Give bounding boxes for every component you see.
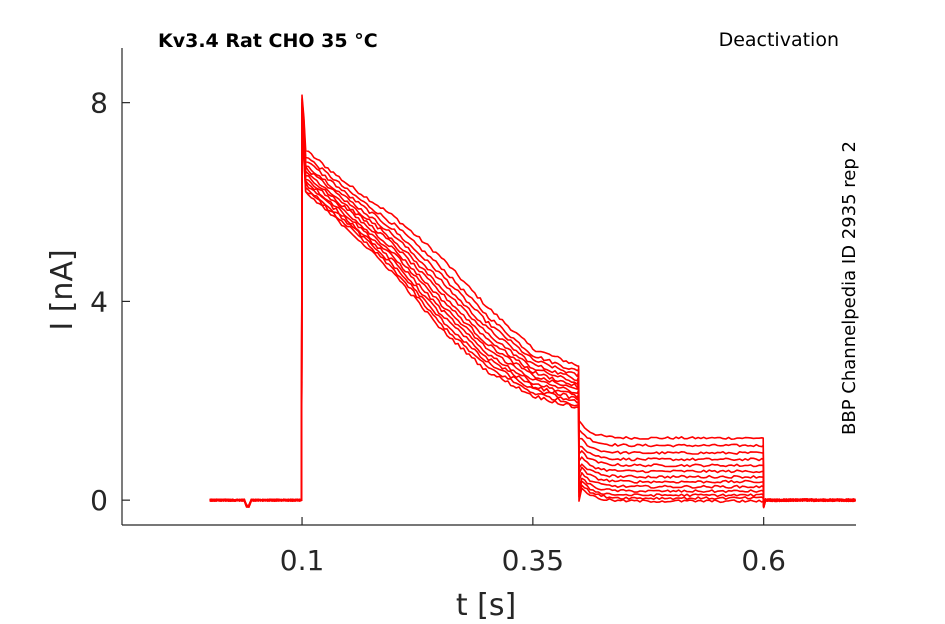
current-trace (209, 98, 856, 508)
x-axis-label: t [s] (456, 588, 516, 623)
current-trace (209, 109, 856, 508)
current-traces (209, 94, 856, 509)
current-trace (209, 120, 856, 508)
y-ticks: 0 4 8 (90, 87, 130, 517)
y-tick-label: 4 (90, 285, 108, 318)
protocol-label: Deactivation (719, 29, 839, 51)
x-tick-label: 0.6 (741, 544, 786, 577)
x-tick-label: 0.1 (280, 544, 325, 577)
current-trace (209, 139, 856, 509)
source-label: BBP Channelpedia ID 2935 rep 2 (839, 141, 860, 435)
current-trace (209, 116, 856, 508)
x-tick-label: 0.35 (502, 544, 564, 577)
current-trace (209, 113, 856, 508)
current-trace (209, 131, 856, 509)
y-tick-label: 8 (90, 87, 108, 120)
current-trace (209, 127, 856, 508)
chart-title: Kv3.4 Rat CHO 35 °C (158, 30, 378, 52)
y-tick-label: 0 (90, 484, 108, 517)
current-trace (209, 124, 856, 508)
x-ticks: 0.1 0.35 0.6 (280, 517, 786, 577)
y-axis-label: I [nA] (45, 249, 80, 330)
